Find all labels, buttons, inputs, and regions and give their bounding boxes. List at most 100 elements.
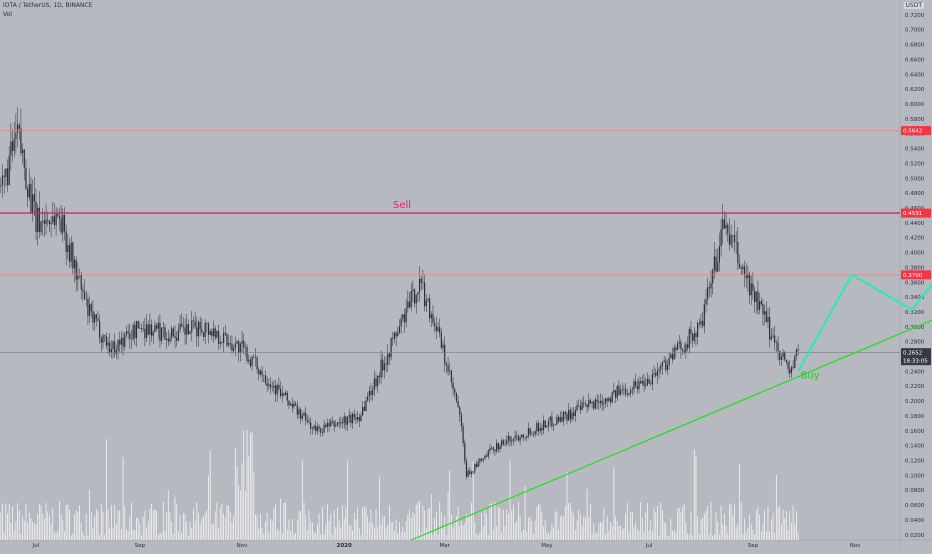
volume-bar [54, 532, 55, 540]
volume-bar [491, 502, 492, 540]
volume-bar [296, 519, 298, 540]
candle-body [454, 389, 456, 393]
candle-body [539, 427, 541, 432]
candle-body [536, 423, 538, 432]
volume-bar [506, 509, 508, 540]
volume-bar [451, 514, 452, 540]
candle-body [296, 405, 298, 415]
candle-body [425, 300, 427, 307]
candle-body [599, 400, 602, 403]
candle-body [717, 262, 719, 272]
volume-bar [660, 502, 662, 540]
volume-bar [558, 529, 559, 540]
candle-body [524, 437, 526, 439]
candle-body [531, 433, 533, 435]
currency-unit-badge[interactable]: USDT [903, 2, 924, 9]
candle-body [494, 449, 496, 452]
candle-body [80, 274, 82, 290]
candle-body [264, 375, 267, 384]
volume-bar [509, 460, 511, 540]
volume-bar [37, 514, 39, 540]
candle-body [770, 336, 772, 340]
candle-body [660, 365, 662, 370]
candle-body [172, 328, 174, 336]
volume-bar [390, 522, 392, 540]
candle-body [742, 266, 744, 270]
volume-bar [327, 504, 328, 540]
candle-body [313, 425, 315, 429]
volume-bar [526, 531, 528, 540]
volume-bar [124, 505, 126, 540]
volume-bar [427, 508, 429, 540]
price-tick-label: 0.6000 [905, 102, 925, 108]
candle-body [217, 330, 220, 344]
candle-body [666, 364, 669, 371]
volume-bar [350, 524, 352, 540]
volume-bar [177, 531, 179, 540]
candle-body [67, 245, 69, 253]
volume-bar [45, 503, 47, 540]
candle-body [777, 342, 779, 352]
volume-bar [621, 529, 623, 540]
time-tick-label: Sep [748, 543, 759, 549]
volume-bar [507, 513, 509, 540]
volume-bar [84, 535, 85, 540]
candle-body [291, 403, 293, 408]
candle-body [316, 426, 318, 432]
candle-body [119, 340, 121, 345]
volume-bar [151, 503, 152, 540]
price-tick-label: 0.4400 [905, 221, 925, 227]
candle-body [305, 412, 307, 421]
volume-bar [628, 532, 630, 540]
volume-bar [370, 509, 372, 540]
candle-body [100, 337, 102, 343]
volume-bar [482, 526, 484, 540]
candle-body [470, 472, 473, 475]
candle-body [179, 324, 181, 331]
candle-body [137, 321, 139, 329]
candle-body [239, 343, 241, 353]
candle-body [94, 314, 96, 323]
candle-body [681, 348, 684, 351]
candle-body [325, 424, 327, 427]
candle-body [700, 320, 702, 325]
volume-bar [794, 523, 796, 540]
volume-bar [281, 533, 283, 540]
volume-bar [38, 504, 40, 540]
candle-body [375, 378, 377, 387]
volume-bar [471, 502, 472, 540]
candle-body [224, 332, 226, 335]
candle-body [102, 335, 104, 343]
candle-body [182, 326, 184, 328]
volume-bar [303, 502, 305, 540]
candle-body [581, 402, 583, 410]
volume-bar [620, 525, 621, 540]
candle-body [670, 354, 672, 359]
volume-bar [563, 516, 565, 540]
volume-bar [581, 525, 583, 540]
volume-bar [233, 515, 235, 540]
candle-body [509, 436, 511, 442]
candle-body [362, 407, 364, 416]
candle-body [727, 224, 729, 234]
candle-body [482, 458, 484, 461]
volume-bar [285, 502, 286, 540]
candle-body [351, 413, 354, 424]
candle-body [22, 149, 24, 154]
candle-body [554, 424, 556, 426]
volume-bar [553, 527, 554, 540]
volume-bar [337, 507, 338, 540]
candle-body [445, 363, 447, 366]
volume-bar [722, 524, 724, 540]
volume-bar [541, 512, 543, 540]
candle-body [397, 332, 399, 337]
candle-body [25, 167, 27, 189]
candle-body [430, 314, 432, 319]
candle-body [675, 347, 677, 351]
candle-body [775, 342, 777, 344]
candle-body [77, 275, 79, 280]
volume-bar [641, 517, 643, 540]
price-badge-current-price [901, 348, 931, 358]
